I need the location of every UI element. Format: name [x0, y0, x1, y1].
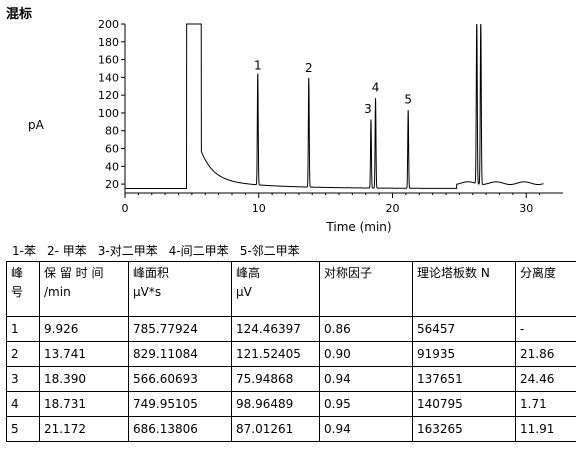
table-cell: 2: [6, 341, 40, 367]
peak-label-4: 4: [372, 81, 380, 95]
table-cell: 137651: [412, 366, 516, 392]
peak-label-3: 3: [364, 102, 372, 116]
table-header-text: 号: [11, 285, 24, 299]
table-row: 5 21.172 686.13806 87.01261 0.94 163265 11.91: [6, 416, 576, 442]
table-cell: 13.741: [39, 341, 129, 367]
table-cell: 21.172: [39, 416, 129, 442]
table-cell: 140795: [412, 391, 516, 417]
table-cell: 566.60693: [128, 366, 232, 392]
y-tick-label: 160: [98, 54, 119, 67]
table-cell: 785.77924: [128, 316, 232, 342]
legend-item: 5-邻二甲苯: [239, 244, 300, 258]
y-tick-label: 40: [105, 160, 119, 173]
table-row: 1 9.926 785.77924 124.46397 0.86 56457-: [6, 316, 576, 342]
table-header-text: μV: [236, 285, 252, 299]
table-cell: 121.52405: [231, 341, 320, 367]
table-cell: 0.94: [319, 366, 413, 392]
table-cell: 686.13806: [128, 416, 232, 442]
y-tick-label: 60: [105, 143, 119, 156]
table-cell: 0.95: [319, 391, 413, 417]
peak-table: 峰号保 留 时 间/min 峰面积 μV*s 峰高 μV 对称因子 理论塔板数 N 分离度 1…: [6, 261, 576, 442]
table-cell: 749.95105: [128, 391, 232, 417]
table-cell: 0.86: [319, 316, 413, 342]
y-tick-label: 200: [98, 18, 119, 31]
legend-item: 4-间二甲苯: [168, 244, 229, 258]
table-cell: 9.926: [39, 316, 129, 342]
table-header-text: 峰: [11, 266, 24, 280]
table-cell: -: [515, 316, 576, 342]
table-cell: 1.71: [515, 391, 576, 417]
peak-legend: 1-苯 2- 甲苯 3-对二甲苯 4-间二甲苯 5-邻二甲苯: [12, 242, 311, 259]
y-tick-label: 80: [105, 125, 119, 138]
x-tick-label: 20: [386, 202, 400, 215]
table-header-text: 理论塔板数 N: [417, 266, 490, 280]
table-header-cell: 保 留 时 间/min: [39, 261, 129, 317]
table-header-cell: 峰高 μV: [231, 261, 320, 317]
table-cell: 56457: [412, 316, 516, 342]
legend-item: 3-对二甲苯: [97, 244, 158, 258]
table-cell: 0.90: [319, 341, 413, 367]
table-header-text: 对称因子: [324, 266, 373, 280]
table-header-row: 峰号保 留 时 间/min 峰面积 μV*s 峰高 μV 对称因子 理论塔板数 N 分离度: [6, 261, 576, 317]
y-tick-label: 180: [98, 36, 119, 49]
table-cell: 4: [6, 391, 40, 417]
table-header-cell: 对称因子: [319, 261, 413, 317]
table-header-cell: 理论塔板数 N: [412, 261, 516, 317]
table-header-text: 峰高: [236, 266, 261, 280]
table-body: 1 9.926 785.77924 124.46397 0.86 56457-2 13.74…: [6, 316, 576, 442]
x-tick-label: 0: [122, 202, 129, 215]
table-cell: 91935: [412, 341, 516, 367]
table-header-cell: 分离度: [515, 261, 576, 317]
y-tick-label: 140: [98, 71, 119, 84]
y-axis-label: pA: [28, 118, 44, 132]
table-cell: 24.46: [515, 366, 576, 392]
y-tick-label: 120: [98, 89, 119, 102]
table-cell: 18.390: [39, 366, 129, 392]
table-cell: 87.01261: [231, 416, 320, 442]
y-tick-label: 20: [105, 178, 119, 191]
chromatogram-chart: 20 40 60 80 100 120 140 160 180 200 0 10 20 30 Time (m…: [98, 18, 563, 234]
table-cell: 163265: [412, 416, 516, 442]
table-row: 3 18.390 566.60693 75.94868 0.94 137651 24.46: [6, 366, 576, 392]
table-cell: 0.94: [319, 416, 413, 442]
x-tick-label: 30: [519, 202, 533, 215]
peak-label-1: 1: [254, 58, 262, 72]
peak-label-2: 2: [305, 61, 313, 75]
table-row: 4 18.731 749.95105 98.96489 0.95 140795 1.71: [6, 391, 576, 417]
table-header-text: 峰面积: [133, 266, 170, 280]
legend-item: 1-苯: [12, 244, 36, 258]
table-cell: 1: [6, 316, 40, 342]
table-cell: 124.46397: [231, 316, 320, 342]
table-header-text: 分离度: [520, 266, 557, 280]
legend-item: 2- 甲苯: [46, 244, 87, 258]
chart-title: 混标: [6, 7, 33, 22]
table-header-text: 保 留 时 间: [44, 266, 104, 280]
x-tick-label: 10: [252, 202, 266, 215]
table-cell: 98.96489: [231, 391, 320, 417]
x-axis-label: Time (min): [325, 220, 391, 234]
chromatogram-trace: [125, 23, 544, 190]
table-header-text: /min: [44, 285, 71, 299]
table-header-text: μV*s: [133, 285, 162, 299]
table-cell: 18.731: [39, 391, 129, 417]
table-header-cell: 峰号: [6, 261, 40, 317]
table-header-cell: 峰面积 μV*s: [128, 261, 232, 317]
y-tick-label: 100: [98, 107, 119, 120]
table-cell: 11.91: [515, 416, 576, 442]
peak-label-5: 5: [404, 92, 412, 106]
table-cell: 75.94868: [231, 366, 320, 392]
table-cell: 3: [6, 366, 40, 392]
table-row: 2 13.741 829.11084 121.52405 0.90 91935 21.86: [6, 341, 576, 367]
table-cell: 829.11084: [128, 341, 232, 367]
table-cell: 5: [6, 416, 40, 442]
table-cell: 21.86: [515, 341, 576, 367]
